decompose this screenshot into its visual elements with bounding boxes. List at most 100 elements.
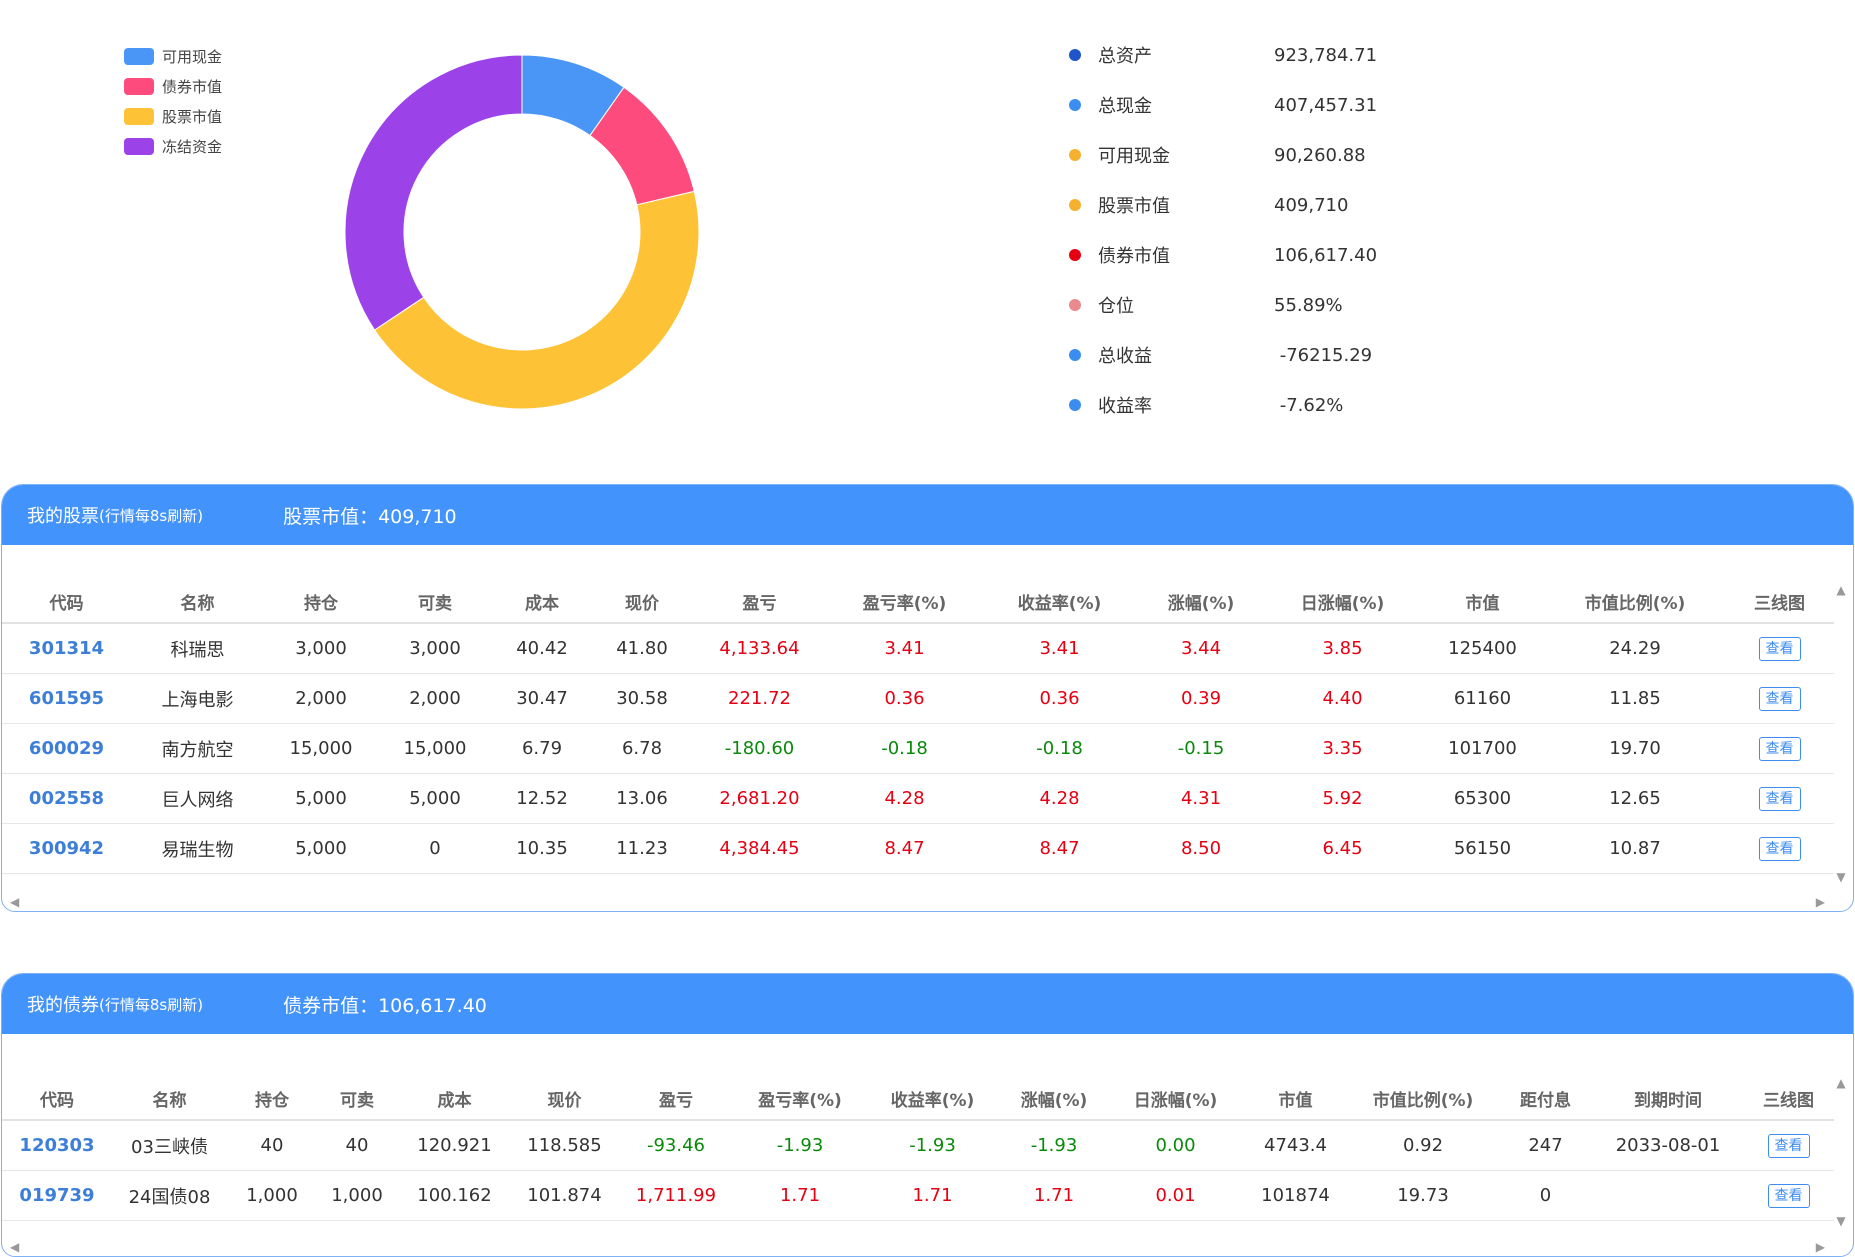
- cell-cost: 12.52: [492, 773, 592, 824]
- view-chart-button[interactable]: 查看: [1758, 836, 1801, 861]
- column-header[interactable]: 持仓: [227, 1077, 317, 1121]
- column-header[interactable]: 盈亏: [617, 1077, 735, 1121]
- stock-panel-header: 我的股票 (行情每8s刷新) 股票市值：409,710: [2, 485, 1853, 545]
- cell-price: 13.06: [592, 773, 692, 824]
- column-header[interactable]: 收益率(%): [982, 580, 1137, 624]
- column-header[interactable]: 现价: [592, 580, 692, 624]
- table-row[interactable]: 019739 24国债08 1,000 1,000 100.162 101.874 1,71…: [2, 1170, 1834, 1221]
- column-header[interactable]: 可卖: [378, 580, 492, 624]
- column-header[interactable]: 名称: [112, 1077, 227, 1121]
- scroll-down-arrow[interactable]: ▼: [1836, 1214, 1846, 1228]
- column-header[interactable]: 市值比例(%): [1545, 580, 1725, 624]
- view-chart-button[interactable]: 查看: [1758, 636, 1801, 661]
- cell-ratio: 11.85: [1545, 673, 1725, 724]
- table-row[interactable]: 601595 上海电影 2,000 2,000 30.47 30.58 221.72 0.36…: [2, 673, 1834, 724]
- cell-sell: 15,000: [378, 723, 492, 774]
- cell-name: 易瑞生物: [131, 823, 264, 874]
- legend-swatch: [124, 77, 154, 95]
- scroll-up-arrow[interactable]: ▲: [1836, 1076, 1846, 1090]
- stock-panel-title: 我的股票: [27, 506, 99, 527]
- column-header[interactable]: 盈亏率(%): [735, 1077, 865, 1121]
- column-header[interactable]: 盈亏率(%): [827, 580, 982, 624]
- cell-pl: 4,384.45: [692, 823, 827, 874]
- column-header[interactable]: 持仓: [264, 580, 378, 624]
- view-chart-button[interactable]: 查看: [1758, 686, 1801, 711]
- column-header[interactable]: 现价: [512, 1077, 617, 1121]
- column-header[interactable]: 到期时间: [1593, 1077, 1743, 1121]
- table-row[interactable]: 300942 易瑞生物 5,000 0 10.35 11.23 4,384.45 8.47 8.…: [2, 823, 1834, 874]
- summary-value: 407,457.31: [1274, 94, 1378, 116]
- scroll-right-arrow[interactable]: ▶: [1815, 1240, 1825, 1254]
- cell-pl: 1,711.99: [617, 1170, 735, 1221]
- cell-plr: 1.71: [735, 1170, 865, 1221]
- asset-donut-chart: [345, 55, 699, 409]
- column-header[interactable]: 日涨幅(%): [1108, 1077, 1243, 1121]
- cell-hold: 5,000: [264, 823, 378, 874]
- scroll-down-arrow[interactable]: ▼: [1836, 870, 1846, 884]
- column-header[interactable]: 三线图: [1743, 1077, 1834, 1121]
- summary-row: 总收益 -76215.29: [1063, 330, 1463, 380]
- column-header[interactable]: 可卖: [317, 1077, 397, 1121]
- donut-slice[interactable]: [373, 190, 699, 409]
- cell-hold: 2,000: [264, 673, 378, 724]
- column-header[interactable]: 涨幅(%): [1137, 580, 1265, 624]
- column-header[interactable]: 代码: [2, 1077, 112, 1121]
- view-chart-button[interactable]: 查看: [1758, 786, 1801, 811]
- cell-pl: 2,681.20: [692, 773, 827, 824]
- summary-dot: [1069, 199, 1081, 211]
- column-header[interactable]: 收益率(%): [865, 1077, 1000, 1121]
- cell-chg: -0.15: [1137, 723, 1265, 774]
- table-row[interactable]: 120303 03三峡债 40 40 120.921 118.585 -93.46 -1.93…: [2, 1120, 1834, 1171]
- stock-code-link[interactable]: 301314: [2, 623, 131, 674]
- cell-cost: 6.79: [492, 723, 592, 774]
- cell-plr: -1.93: [735, 1120, 865, 1171]
- table-row[interactable]: 301314 科瑞思 3,000 3,000 40.42 41.80 4,133.64 3.4…: [2, 623, 1834, 674]
- cell-price: 11.23: [592, 823, 692, 874]
- donut-slice[interactable]: [345, 55, 523, 331]
- column-header[interactable]: 成本: [492, 580, 592, 624]
- cell-ret: 0.36: [982, 673, 1137, 724]
- view-chart-button[interactable]: 查看: [1767, 1133, 1810, 1158]
- column-header[interactable]: 市值比例(%): [1348, 1077, 1498, 1121]
- column-header[interactable]: 市值: [1420, 580, 1545, 624]
- column-header[interactable]: 三线图: [1725, 580, 1834, 624]
- column-header[interactable]: 日涨幅(%): [1265, 580, 1420, 624]
- view-chart-button[interactable]: 查看: [1767, 1183, 1810, 1208]
- stock-code-link[interactable]: 600029: [2, 723, 131, 774]
- stock-code-link[interactable]: 601595: [2, 673, 131, 724]
- column-header[interactable]: 名称: [131, 580, 264, 624]
- scroll-right-arrow[interactable]: ▶: [1815, 895, 1825, 909]
- summary-value: 409,710: [1274, 194, 1349, 216]
- cell-ratio: 19.73: [1348, 1170, 1498, 1221]
- legend-entry[interactable]: 债券市值: [124, 71, 222, 101]
- summary-label: 债券市值: [1098, 246, 1170, 267]
- column-header[interactable]: 代码: [2, 580, 131, 624]
- scroll-up-arrow[interactable]: ▲: [1836, 583, 1846, 597]
- stock-code-link[interactable]: 120303: [2, 1120, 112, 1171]
- column-header[interactable]: 涨幅(%): [1000, 1077, 1108, 1121]
- stock-code-link[interactable]: 300942: [2, 823, 131, 874]
- legend-entry[interactable]: 冻结资金: [124, 131, 222, 161]
- view-chart-button[interactable]: 查看: [1758, 736, 1801, 761]
- summary-dot: [1069, 149, 1081, 161]
- stock-code-link[interactable]: 002558: [2, 773, 131, 824]
- cell-hold: 15,000: [264, 723, 378, 774]
- cell-name: 科瑞思: [131, 623, 264, 674]
- legend-label: 冻结资金: [162, 137, 223, 156]
- column-header[interactable]: 成本: [397, 1077, 512, 1121]
- table-row[interactable]: 600029 南方航空 15,000 15,000 6.79 6.78 -180.60 -0.…: [2, 723, 1834, 774]
- scroll-left-arrow[interactable]: ◀: [10, 1240, 20, 1254]
- column-header[interactable]: 市值: [1243, 1077, 1348, 1121]
- cell-days: 0: [1498, 1170, 1593, 1221]
- stock-code-link[interactable]: 019739: [2, 1170, 112, 1221]
- summary-dot: [1069, 99, 1081, 111]
- legend-entry[interactable]: 可用现金: [124, 41, 222, 71]
- cell-dchg: 0.00: [1108, 1120, 1243, 1171]
- table-row[interactable]: 002558 巨人网络 5,000 5,000 12.52 13.06 2,681.20 4.…: [2, 773, 1834, 824]
- column-header[interactable]: 距付息: [1498, 1077, 1593, 1121]
- cell-sell: 1,000: [317, 1170, 397, 1221]
- legend-entry[interactable]: 股票市值: [124, 101, 222, 131]
- cell-due: 2033-08-01: [1593, 1120, 1743, 1171]
- column-header[interactable]: 盈亏: [692, 580, 827, 624]
- scroll-left-arrow[interactable]: ◀: [10, 895, 20, 909]
